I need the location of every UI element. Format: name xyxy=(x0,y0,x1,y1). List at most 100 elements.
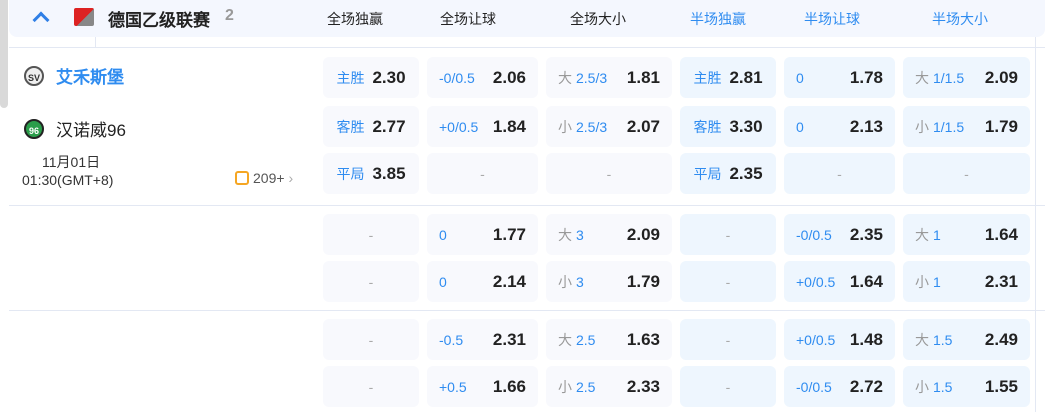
odds-value: 1.79 xyxy=(984,116,1018,136)
odds-cell-half-over-under[interactable]: 大 1 1.64 xyxy=(903,214,1030,255)
odds-line: 小 2.5 xyxy=(558,377,595,397)
odds-cell-half-over-under[interactable]: 大 1.5 2.49 xyxy=(903,319,1030,360)
odds-cell-half-over-under[interactable]: 大 1/1.5 2.09 xyxy=(903,57,1030,98)
odds-cell-full-over-under[interactable]: 小 2.5/3 2.07 xyxy=(546,106,672,147)
odds-value: 1.66 xyxy=(492,376,526,396)
odds-cell-full-win: - xyxy=(323,319,419,360)
odds-line-label: +0/0.5 xyxy=(439,118,479,135)
odds-cell-half-win[interactable]: 客胜 3.30 xyxy=(680,106,776,147)
odds-value: 2.31 xyxy=(984,271,1018,291)
home-team-name: 艾禾斯堡 xyxy=(56,68,124,87)
over-under-prefix: 小 xyxy=(558,378,572,395)
odds-line: 客胜 xyxy=(693,117,721,137)
odds-cell-half-win[interactable]: 平局 2.35 xyxy=(680,153,776,194)
odds-cell-full-over-under[interactable]: 小 2.5 2.33 xyxy=(546,366,672,407)
more-markets-count: 209+ xyxy=(253,170,285,186)
scrollbar[interactable] xyxy=(0,0,8,108)
home-team[interactable]: SV 艾禾斯堡 xyxy=(24,63,124,88)
odds-line: 0 xyxy=(796,70,804,86)
odds-cell-full-over-under[interactable]: 大 3 2.09 xyxy=(546,214,672,255)
odds-cell-full-handicap[interactable]: 0 1.77 xyxy=(427,214,538,255)
column-header-full-win: 全场独赢 xyxy=(327,11,383,27)
odds-line: -0/0.5 xyxy=(796,379,832,395)
over-under-prefix: 大 xyxy=(915,226,929,243)
odds-line-label: 2.5/3 xyxy=(576,69,608,86)
odds-line-label: 0 xyxy=(796,69,804,86)
odds-line: 主胜 xyxy=(336,68,364,88)
odds-line: 主胜 xyxy=(693,68,721,88)
odds-cell-half-over-under[interactable]: 小 1/1.5 1.79 xyxy=(903,106,1030,147)
odds-line: -0/0.5 xyxy=(796,227,832,243)
over-under-prefix: 大 xyxy=(915,331,929,348)
odds-cell-half-over-under[interactable]: 小 1 2.31 xyxy=(903,261,1030,302)
odds-value: 1.84 xyxy=(492,116,526,136)
match-date: 11月01日 xyxy=(42,154,101,170)
odds-line: 大 1.5 xyxy=(915,330,952,350)
column-header-half-over-under: 半场大小 xyxy=(932,11,988,27)
league-name: 德国乙级联赛 xyxy=(108,11,210,30)
odds-line-label: -0/0.5 xyxy=(439,69,475,86)
odds-cell-half-win: - xyxy=(680,319,776,360)
empty-odds: - xyxy=(368,226,374,243)
odds-cell-full-win: - xyxy=(323,261,419,302)
odds-cell-full-handicap[interactable]: -0.5 2.31 xyxy=(427,319,538,360)
league-header[interactable]: 德国乙级联赛 2 xyxy=(9,0,1045,37)
divider xyxy=(9,310,1045,311)
odds-value: 3.85 xyxy=(372,163,406,183)
odds-line: -0/0.5 xyxy=(439,70,475,86)
odds-cell-full-win[interactable]: 平局 3.85 xyxy=(323,153,419,194)
odds-cell-half-handicap[interactable]: +0/0.5 1.64 xyxy=(784,261,895,302)
odds-line: 平局 xyxy=(336,164,364,184)
odds-cell-full-over-under[interactable]: 大 2.5 1.63 xyxy=(546,319,672,360)
odds-cell-half-win[interactable]: 主胜 2.81 xyxy=(680,57,776,98)
odds-cell-half-handicap[interactable]: -0/0.5 2.72 xyxy=(784,366,895,407)
odds-cell-full-handicap[interactable]: +0.5 1.66 xyxy=(427,366,538,407)
odds-cell-full-over-under: - xyxy=(546,153,672,194)
odds-line-label: 2.5 xyxy=(576,378,596,395)
over-under-prefix: 小 xyxy=(915,273,929,290)
odds-value: 2.81 xyxy=(729,67,763,87)
odds-cell-full-handicap[interactable]: +0/0.5 1.84 xyxy=(427,106,538,147)
odds-value: 2.06 xyxy=(492,67,526,87)
odds-line-label: 1/1.5 xyxy=(933,118,965,135)
odds-value: 1.79 xyxy=(626,271,660,291)
over-under-prefix: 大 xyxy=(558,69,572,86)
empty-odds: - xyxy=(368,331,374,348)
odds-cell-half-over-under[interactable]: 小 1.5 1.55 xyxy=(903,366,1030,407)
odds-cell-half-handicap[interactable]: +0/0.5 1.48 xyxy=(784,319,895,360)
odds-line: 0 xyxy=(439,227,447,243)
odds-cell-full-win[interactable]: 主胜 2.30 xyxy=(323,57,419,98)
odds-cell-half-handicap[interactable]: 0 1.78 xyxy=(784,57,895,98)
odds-cell-half-handicap[interactable]: 0 2.13 xyxy=(784,106,895,147)
odds-cell-full-handicap: - xyxy=(427,153,538,194)
more-markets-link[interactable]: 209+ › xyxy=(235,170,293,186)
odds-value: 1.64 xyxy=(849,271,883,291)
odds-cell-full-win[interactable]: 客胜 2.77 xyxy=(323,106,419,147)
odds-cell-half-handicap[interactable]: -0/0.5 2.35 xyxy=(784,214,895,255)
odds-cell-half-win: - xyxy=(680,261,776,302)
away-team[interactable]: 96 汉诺威96 xyxy=(24,116,126,141)
odds-cell-full-over-under[interactable]: 大 2.5/3 1.81 xyxy=(546,57,672,98)
odds-value: 1.48 xyxy=(849,329,883,349)
odds-cell-full-handicap[interactable]: 0 2.14 xyxy=(427,261,538,302)
chevron-right-icon: › xyxy=(288,170,294,186)
over-under-prefix: 小 xyxy=(558,118,572,135)
chevron-up-icon[interactable] xyxy=(32,11,50,29)
odds-value: 1.77 xyxy=(492,224,526,244)
odds-cell-full-over-under[interactable]: 小 3 1.79 xyxy=(546,261,672,302)
over-under-prefix: 大 xyxy=(558,331,572,348)
divider xyxy=(9,205,1045,206)
odds-cell-full-handicap[interactable]: -0/0.5 2.06 xyxy=(427,57,538,98)
odds-line-label: 1 xyxy=(933,273,941,290)
odds-line: -0.5 xyxy=(439,332,463,348)
odds-line: 客胜 xyxy=(336,117,364,137)
odds-line-label: +0/0.5 xyxy=(796,273,836,290)
odds-line: 大 2.5/3 xyxy=(558,68,607,88)
odds-value: 1.64 xyxy=(984,224,1018,244)
odds-line-label: 2.5 xyxy=(576,331,596,348)
odds-line-label: +0.5 xyxy=(439,378,467,395)
odds-line-label: 0 xyxy=(439,273,447,290)
odds-line: +0/0.5 xyxy=(439,119,478,135)
